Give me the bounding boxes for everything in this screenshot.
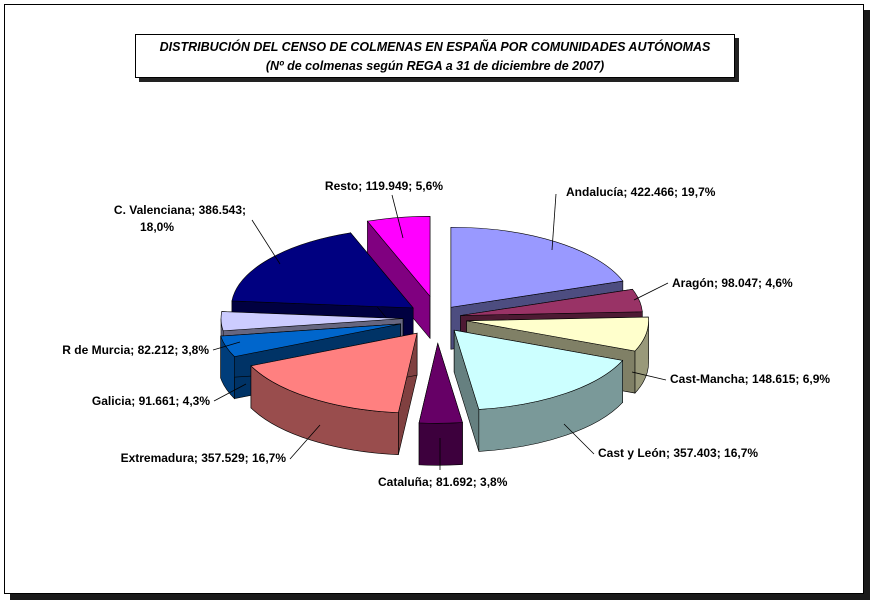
leader-line: [391, 194, 404, 239]
leader-line: [633, 282, 669, 301]
leader-line: [213, 383, 247, 402]
slice-label: R de Murcia; 82.212; 3,8%: [62, 343, 209, 357]
leader-line: [631, 371, 667, 381]
slice-label: C. Valenciana; 386.543;: [114, 203, 246, 217]
leader-line: [289, 424, 321, 460]
chart-title-box: DISTRIBUCIÓN DEL CENSO DE COLMENAS EN ES…: [135, 34, 735, 78]
slice-label: Aragón; 98.047; 4,6%: [672, 276, 793, 290]
chart-subtitle: (Nº de colmenas según REGA a 31 de dicie…: [265, 59, 605, 73]
slice-label: Cast-Mancha; 148.615; 6,9%: [670, 372, 830, 386]
slice-label: Andalucía; 422.466; 19,7%: [566, 185, 716, 199]
pie-slice: [453, 329, 624, 452]
chart-title: DISTRIBUCIÓN DEL CENSO DE COLMENAS EN ES…: [159, 40, 711, 54]
leader-line: [563, 423, 595, 455]
chart-frame: [4, 4, 864, 594]
slice-label: Extremadura; 357.529; 16,7%: [121, 451, 287, 465]
pie-slice: [418, 342, 463, 466]
slice-label: Resto; 119.949; 5,6%: [325, 179, 443, 193]
slice-label: Cataluña; 81.692; 3,8%: [378, 475, 508, 489]
slice-label: Galicia; 91.661; 4,3%: [92, 394, 210, 408]
slice-label-line2: 18,0%: [140, 220, 174, 234]
slice-label: Cast y León; 357.403; 16,7%: [598, 446, 758, 460]
leader-line: [551, 193, 557, 251]
leader-line: [212, 341, 241, 351]
leader-line: [251, 219, 281, 265]
pie-slice: [250, 332, 418, 456]
